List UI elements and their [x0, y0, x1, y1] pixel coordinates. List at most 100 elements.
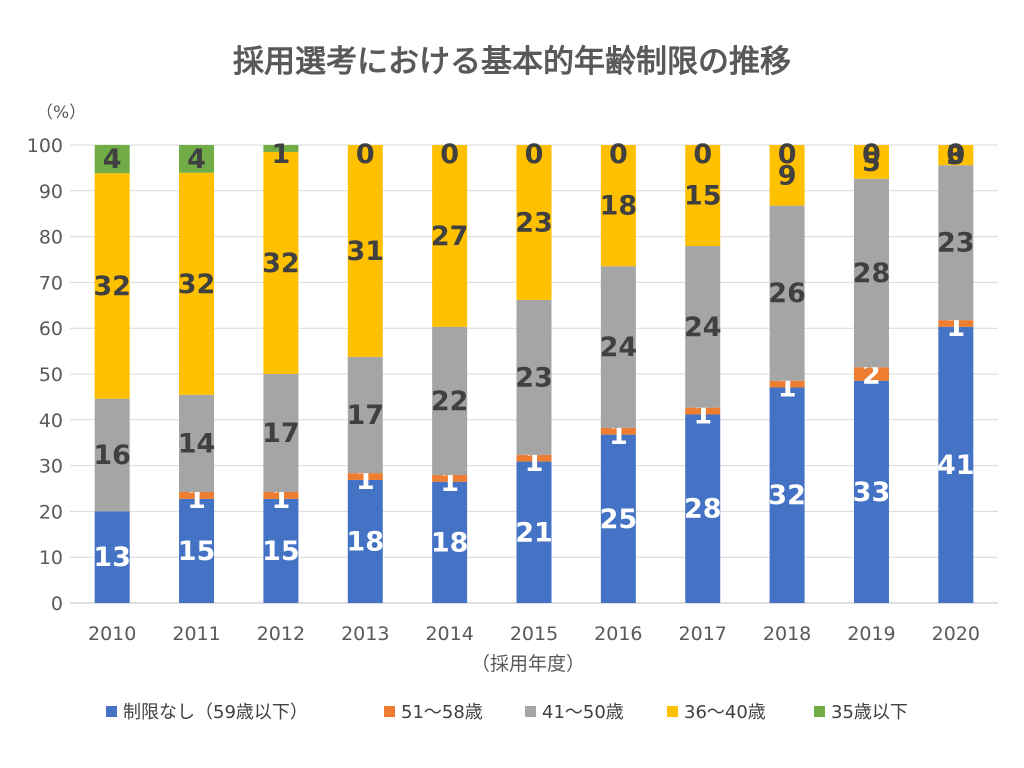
legend-swatch [814, 706, 825, 717]
x-tick-label: 2013 [341, 623, 389, 645]
data-label: 31 [346, 236, 384, 267]
data-label: 0 [609, 139, 628, 170]
legend-item: 35歳以下 [814, 702, 908, 723]
bar-segment [94, 145, 130, 174]
bar-segment [938, 145, 974, 166]
data-label: 23 [515, 362, 553, 393]
bar-segment [94, 511, 130, 603]
y-tick-label: 100 [27, 135, 63, 157]
bar-segment [263, 491, 299, 499]
data-label: 25 [600, 504, 638, 535]
bar-segment [600, 266, 636, 428]
x-tick-label: 2017 [679, 623, 727, 645]
data-label: 41 [937, 450, 975, 481]
x-tick-label: 2010 [88, 623, 136, 645]
bar-segment [938, 320, 974, 327]
legend-label: 51〜58歳 [401, 702, 483, 723]
x-tick-label: 2020 [932, 623, 980, 645]
y-tick-label: 60 [39, 318, 63, 340]
bar-segment [516, 454, 552, 462]
data-label: 28 [853, 258, 891, 289]
data-label: 23 [937, 228, 975, 259]
data-label: 26 [768, 278, 806, 309]
legend-label: 35歳以下 [831, 702, 908, 723]
x-tick-label: 2015 [510, 623, 558, 645]
bar-segment [600, 427, 636, 435]
bar-segment [94, 398, 130, 512]
data-label: 32 [178, 269, 216, 300]
data-label: 0 [356, 139, 375, 170]
bar-segment [179, 498, 215, 603]
data-label: 32 [93, 271, 131, 302]
y-tick-label: 30 [39, 456, 63, 478]
legend-swatch [667, 706, 678, 717]
bar-segment [685, 414, 721, 603]
legend-item: 41〜50歳 [525, 702, 624, 723]
data-label: 0 [525, 139, 544, 170]
data-label: 27 [431, 221, 469, 252]
legend: 制限なし（59歳以下） 51〜58歳 41〜50歳 36〜40歳 35歳以下 [106, 702, 908, 723]
bar-segment [347, 479, 383, 603]
bar-segment [769, 380, 805, 388]
data-label: 28 [684, 494, 722, 525]
data-label: 15 [684, 181, 722, 212]
bar-segment [94, 173, 130, 399]
legend-label: 制限なし（59歳以下） [123, 702, 308, 723]
y-tick-label: 40 [39, 410, 63, 432]
data-label: 0 [440, 139, 459, 170]
y-tick-label: 10 [39, 547, 63, 569]
bar-segment [769, 387, 805, 603]
x-axis-title: （採用年度） [471, 653, 585, 675]
bar-segment [263, 145, 299, 152]
data-label: 13 [93, 542, 131, 573]
bar-segment [600, 145, 636, 267]
bar-segment [179, 145, 215, 173]
bar-segment [516, 145, 552, 300]
y-tick-label: 50 [39, 364, 63, 386]
data-label: 15 [178, 536, 216, 567]
x-tick-label: 2019 [847, 623, 895, 645]
bar-segment [263, 151, 299, 374]
bar-segment [432, 481, 468, 603]
data-label: 17 [262, 418, 300, 449]
data-label: 18 [431, 527, 469, 558]
data-label: 32 [768, 480, 806, 511]
bar-segment [853, 145, 889, 179]
bar-segment [347, 356, 383, 474]
y-tick-label: 0 [51, 593, 63, 615]
bar-segment [179, 394, 215, 492]
bar-segment [432, 145, 468, 327]
data-label: 0 [862, 139, 881, 170]
bar-segment [263, 374, 299, 492]
bar-segment [347, 473, 383, 480]
bar-segment [432, 326, 468, 476]
bar-segment [853, 380, 889, 603]
bar-segment [769, 205, 805, 381]
legend-label: 41〜50歳 [542, 702, 624, 723]
bar-segment [685, 407, 721, 415]
legend-label: 36〜40歳 [684, 702, 766, 723]
bar-segment [347, 145, 383, 357]
legend-swatch [525, 706, 536, 717]
bar-segment [938, 165, 974, 321]
legend-item: 制限なし（59歳以下） [106, 702, 308, 723]
bar-segment [516, 461, 552, 603]
x-tick-label: 2011 [172, 623, 220, 645]
data-label: 14 [178, 428, 216, 459]
legend-swatch [106, 706, 117, 717]
bar-segment [179, 491, 215, 499]
data-label: 33 [853, 477, 891, 508]
data-label: 32 [262, 248, 300, 279]
y-tick-label: 70 [39, 272, 63, 294]
legend-item: 36〜40歳 [667, 702, 766, 723]
data-label: 0 [693, 139, 712, 170]
